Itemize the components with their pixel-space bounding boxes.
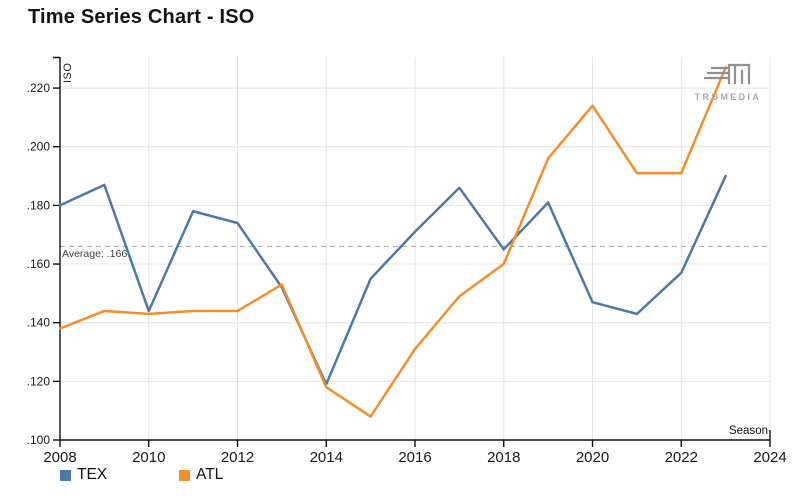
atl-legend-swatch (179, 469, 190, 481)
y-tick-label: .100 (27, 433, 51, 447)
y-tick-label: .140 (27, 316, 51, 330)
x-tick-label: 2010 (132, 449, 165, 466)
y-tick-label: .200 (27, 140, 51, 154)
average-line-label: Average: .166 (62, 248, 128, 260)
x-tick-label: 2014 (310, 449, 343, 466)
y-axis-label: ISO (62, 62, 74, 83)
tex-legend-swatch (60, 469, 71, 481)
series-line-atl[interactable] (58, 66, 727, 418)
x-axis-label: Season (728, 425, 768, 437)
legend-item-atl[interactable]: ATL (179, 466, 223, 484)
y-tick-label: .220 (27, 81, 51, 95)
x-tick-label: 2012 (221, 449, 254, 466)
x-tick-label: 2022 (665, 449, 698, 466)
axes (53, 56, 771, 441)
series-line-tex[interactable] (58, 174, 727, 386)
x-tick-label: 2018 (487, 449, 520, 466)
trumedia-logo: TRUMEDIA (690, 60, 766, 102)
trumedia-logo-icon (703, 63, 751, 85)
chart-title: Time Series Chart - ISO (28, 6, 255, 28)
atl-legend-label: ATL (196, 466, 224, 483)
x-tick-label: 2020 (576, 449, 609, 466)
x-tick-label: 2024 (753, 449, 786, 466)
y-tick-label: .180 (27, 198, 51, 212)
y-tick-label: .160 (27, 257, 51, 271)
trumedia-logo-text: TRUMEDIA (694, 92, 762, 102)
x-tick-label: 2008 (43, 449, 76, 466)
tex-legend-label: TEX (77, 466, 108, 483)
x-tick-label: 2016 (398, 449, 431, 466)
legend-item-tex[interactable]: TEX (60, 466, 107, 484)
y-tick-label: .120 (27, 374, 51, 388)
